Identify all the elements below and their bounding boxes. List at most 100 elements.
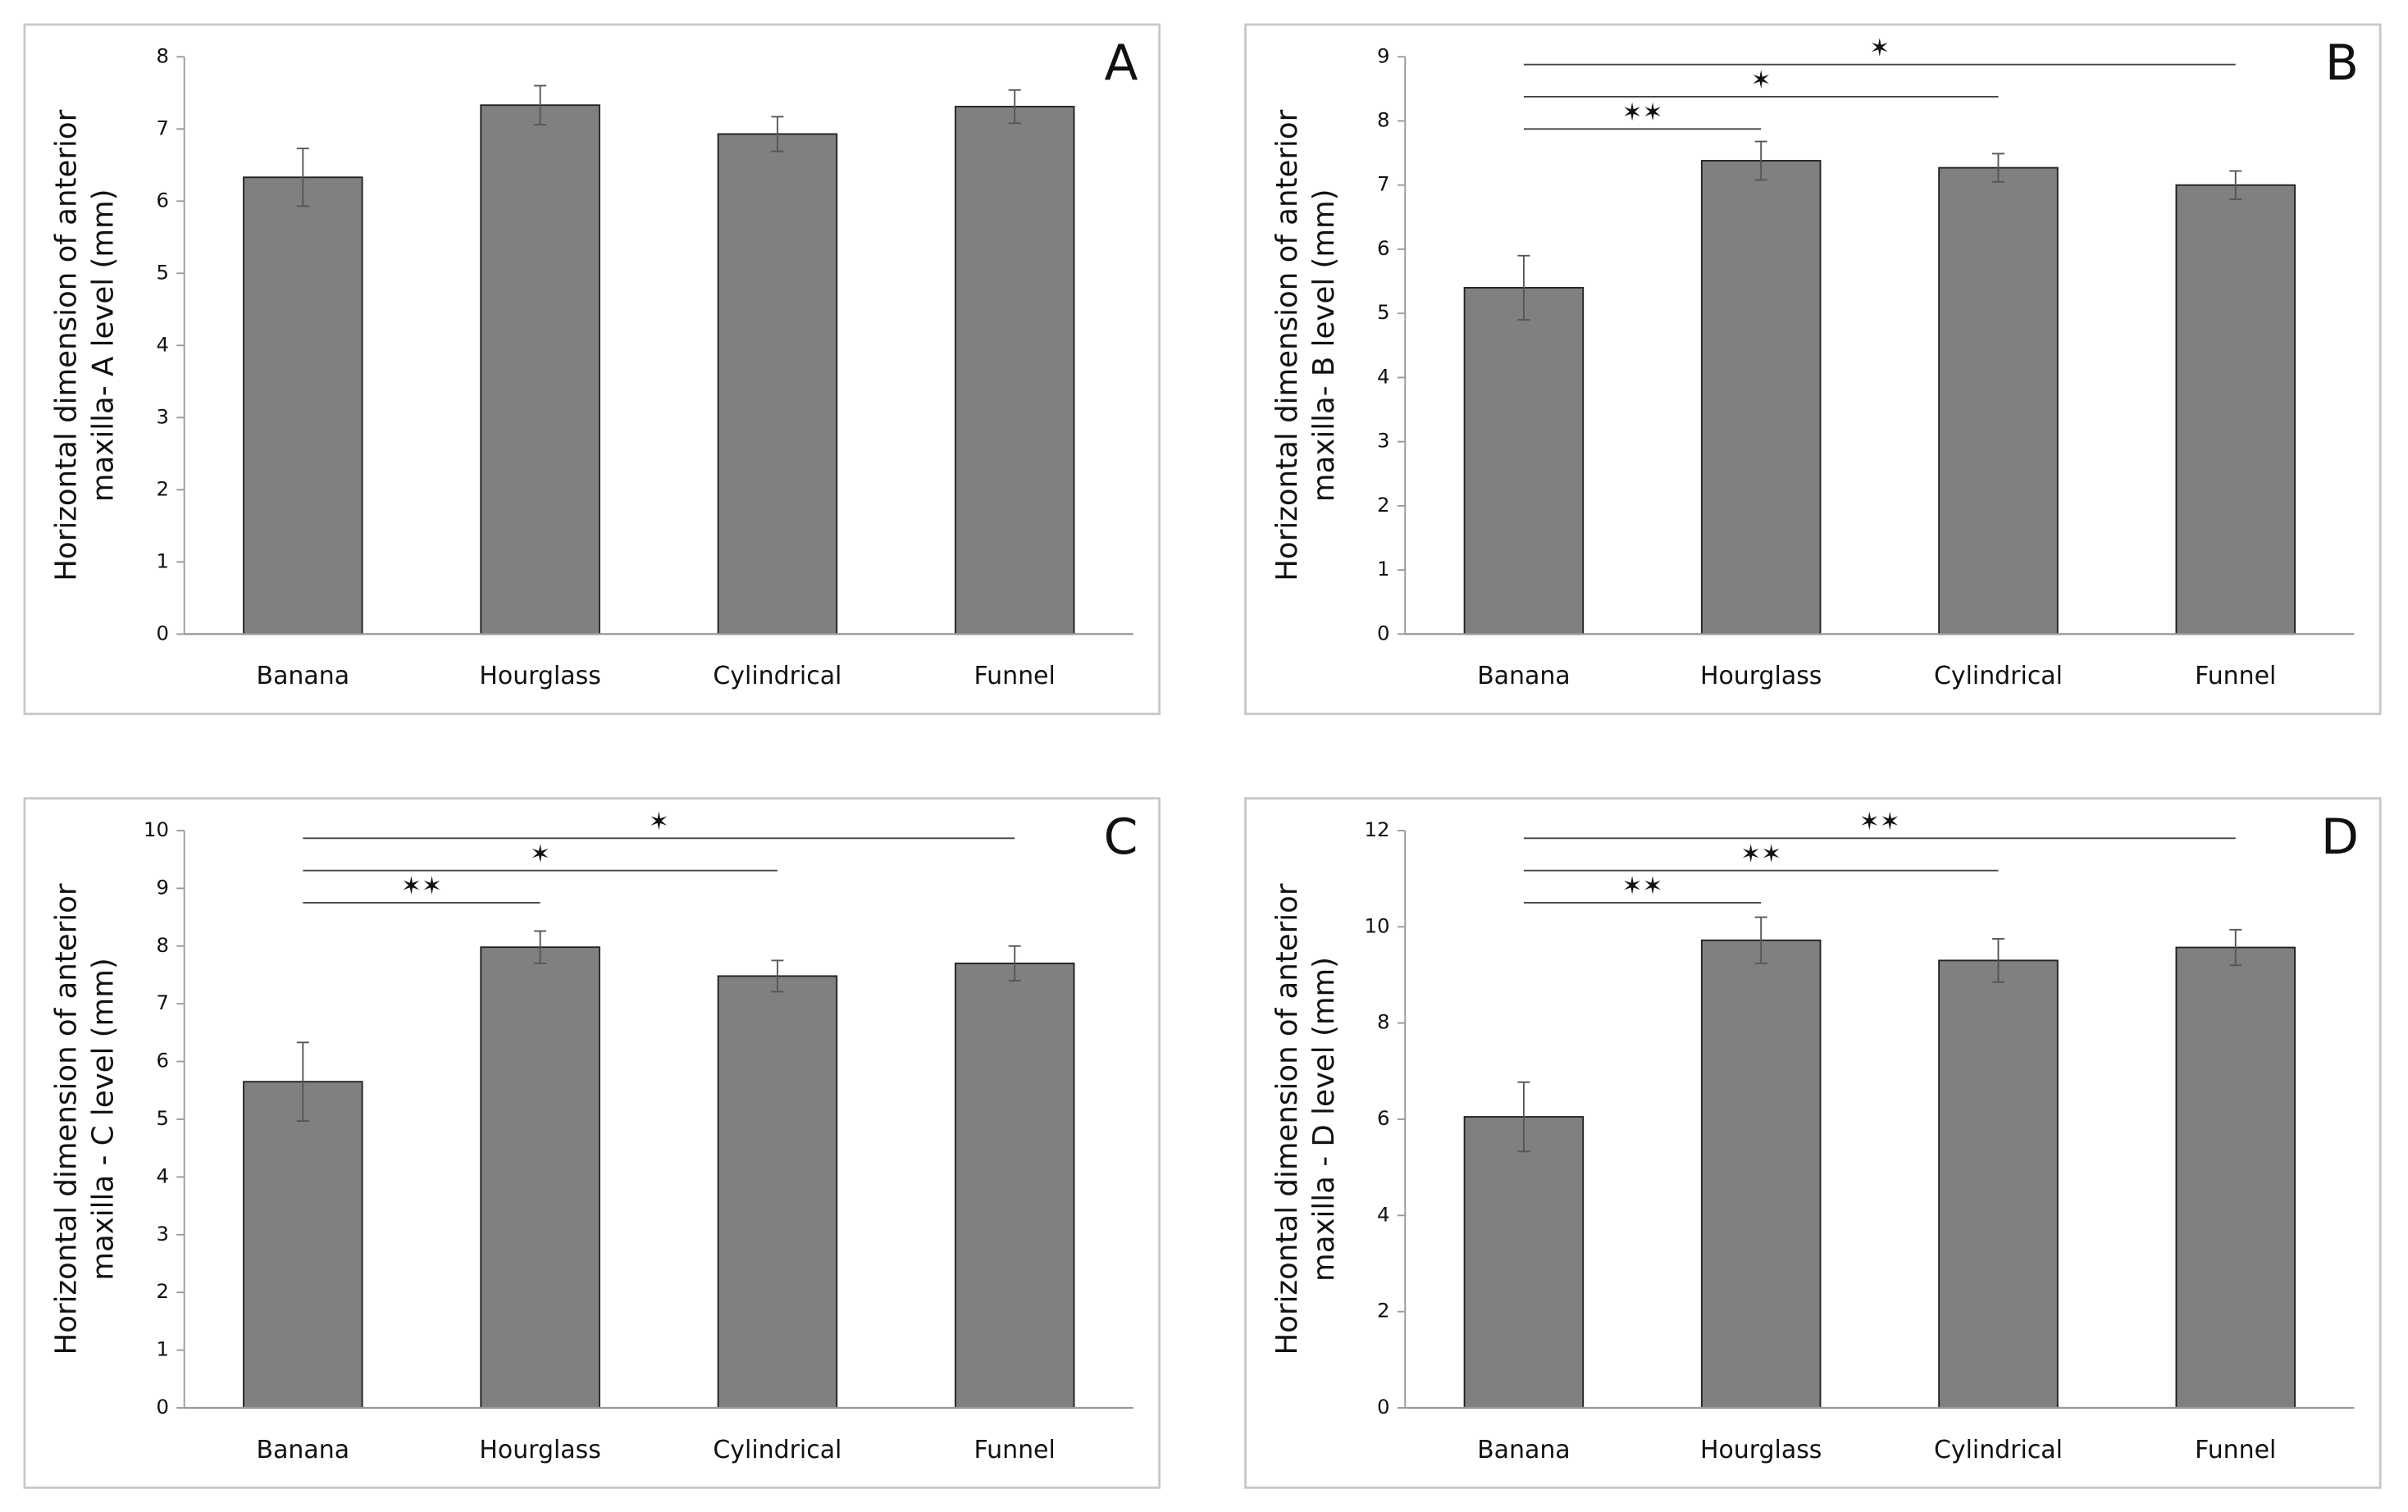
chart-panel: 0 1 2 3 4 5 6 7 8 9 Banana Hourglass Cylindrical Funn… bbox=[1244, 23, 2382, 716]
x-tick-label: Hourglass bbox=[1700, 1436, 1822, 1464]
bar bbox=[243, 176, 363, 635]
error-bar bbox=[1008, 945, 1021, 981]
y-axis-label-line: Horizontal dimension of anterior bbox=[49, 883, 83, 1355]
error-bar bbox=[1517, 254, 1530, 321]
y-axis-label-line: Horizontal dimension of anterior bbox=[1270, 109, 1304, 581]
bar bbox=[1463, 286, 1585, 635]
error-bar bbox=[1517, 1081, 1530, 1153]
significance-label: ✶ bbox=[649, 808, 669, 836]
error-bar bbox=[296, 148, 309, 207]
y-axis-label: Horizontal dimension of anterior maxilla-… bbox=[1270, 109, 1341, 581]
significance-label: ✶✶ bbox=[1740, 840, 1781, 868]
panel-label: D bbox=[2321, 808, 2359, 866]
y-tick-label: 7 bbox=[156, 116, 168, 139]
x-tick-label: Cylindrical bbox=[1934, 662, 2063, 690]
y-tick-label: 6 bbox=[156, 1049, 168, 1073]
bar bbox=[2175, 946, 2296, 1409]
bar bbox=[1463, 1116, 1585, 1409]
y-tick-label: 2 bbox=[156, 476, 168, 500]
chart-panel: 0 2 4 6 8 10 12 Banana Hourglass Cylindrical Funne… bbox=[1244, 797, 2382, 1489]
x-tick-label: Hourglass bbox=[1700, 662, 1822, 690]
y-tick-label: 1 bbox=[156, 1337, 168, 1361]
x-tick-label: Funnel bbox=[2195, 1436, 2276, 1464]
x-tick-label: Hourglass bbox=[479, 662, 600, 690]
chart-panel: 0 1 2 3 4 5 6 7 8 9 10 Banana Hourglass Cylindrical Fu… bbox=[23, 797, 1161, 1489]
x-tick-label: Funnel bbox=[2195, 662, 2276, 690]
error-bar bbox=[1008, 89, 1021, 125]
y-tick-label: 0 bbox=[1377, 1395, 1389, 1419]
y-tick-label: 0 bbox=[156, 621, 168, 644]
significance-label: ✶✶ bbox=[1859, 808, 1900, 836]
y-tick-label: 3 bbox=[1377, 429, 1389, 453]
bar bbox=[954, 106, 1075, 635]
y-tick-label: 12 bbox=[1365, 817, 1390, 841]
y-axis-label-line: Horizontal dimension of anterior bbox=[49, 109, 83, 581]
x-tick-label: Hourglass bbox=[479, 1436, 600, 1464]
y-axis-label: Horizontal dimension of anterior maxilla … bbox=[1270, 883, 1341, 1355]
y-tick-label: 2 bbox=[156, 1279, 168, 1303]
error-bar bbox=[1754, 140, 1767, 181]
error-bar bbox=[1991, 153, 2004, 183]
y-tick-label: 9 bbox=[1377, 43, 1389, 67]
panel-label: C bbox=[1104, 808, 1138, 866]
y-tick-label: 0 bbox=[156, 1395, 168, 1419]
error-bar bbox=[534, 84, 547, 125]
y-axis-label-line: Horizontal dimension of anterior bbox=[1270, 883, 1304, 1355]
x-tick-label: Cylindrical bbox=[713, 662, 841, 690]
x-tick-label: Cylindrical bbox=[1934, 1436, 2063, 1464]
y-tick-label: 8 bbox=[156, 933, 168, 957]
bar bbox=[2175, 184, 2296, 635]
y-axis-label-line: maxilla- A level (mm) bbox=[86, 189, 120, 502]
significance-label: ✶ bbox=[1869, 34, 1890, 62]
y-tick-label: 6 bbox=[1377, 236, 1389, 260]
y-tick-label: 8 bbox=[1377, 108, 1389, 132]
y-tick-label: 2 bbox=[1377, 1299, 1389, 1323]
error-bar bbox=[1754, 916, 1767, 964]
x-tick-label: Banana bbox=[257, 662, 350, 690]
error-bar bbox=[2229, 928, 2242, 967]
error-bar bbox=[534, 930, 547, 964]
y-tick-label: 3 bbox=[156, 1222, 168, 1246]
x-tick-label: Banana bbox=[1477, 1436, 1571, 1464]
error-bar bbox=[771, 959, 784, 993]
significance-label: ✶ bbox=[1751, 66, 1772, 95]
panel-label: A bbox=[1104, 34, 1138, 92]
y-tick-label: 4 bbox=[1377, 364, 1389, 388]
y-tick-label: 7 bbox=[1377, 172, 1389, 196]
y-tick-label: 1 bbox=[1377, 557, 1389, 581]
y-axis-label-line: maxilla- B level (mm) bbox=[1307, 189, 1341, 502]
x-tick-label: Banana bbox=[1477, 662, 1571, 690]
significance-label: ✶✶ bbox=[1621, 872, 1662, 901]
bar bbox=[1938, 166, 2059, 635]
panel-label: B bbox=[2325, 34, 2359, 92]
y-tick-label: 5 bbox=[156, 1106, 168, 1130]
y-tick-label: 10 bbox=[1365, 913, 1390, 937]
y-tick-label: 10 bbox=[144, 817, 169, 841]
bar bbox=[480, 946, 600, 1409]
significance-label: ✶✶ bbox=[401, 872, 442, 901]
y-tick-label: 2 bbox=[1377, 493, 1389, 517]
bar bbox=[243, 1081, 363, 1409]
bar bbox=[954, 962, 1075, 1409]
x-tick-label: Funnel bbox=[974, 662, 1056, 690]
bar bbox=[1700, 160, 1822, 635]
y-axis-label-line: maxilla - C level (mm) bbox=[86, 958, 120, 1280]
y-tick-label: 3 bbox=[156, 404, 168, 428]
y-tick-label: 4 bbox=[156, 1164, 168, 1187]
x-tick-label: Cylindrical bbox=[713, 1436, 841, 1464]
y-axis-label-line: maxilla - D level (mm) bbox=[1307, 957, 1341, 1282]
significance-label: ✶✶ bbox=[1621, 98, 1662, 127]
y-tick-label: 6 bbox=[156, 188, 168, 212]
y-tick-label: 5 bbox=[156, 260, 168, 284]
bar bbox=[480, 104, 600, 635]
y-tick-label: 6 bbox=[1377, 1106, 1389, 1130]
y-axis-label: Horizontal dimension of anterior maxilla-… bbox=[49, 109, 120, 581]
chart-panel: 0 1 2 3 4 5 6 7 8 Banana Hourglass Cylindrical Funne… bbox=[23, 23, 1161, 716]
y-tick-label: 0 bbox=[1377, 621, 1389, 644]
y-tick-label: 1 bbox=[156, 549, 168, 572]
error-bar bbox=[771, 116, 784, 153]
error-bar bbox=[1991, 938, 2004, 983]
x-tick-label: Banana bbox=[257, 1436, 350, 1464]
